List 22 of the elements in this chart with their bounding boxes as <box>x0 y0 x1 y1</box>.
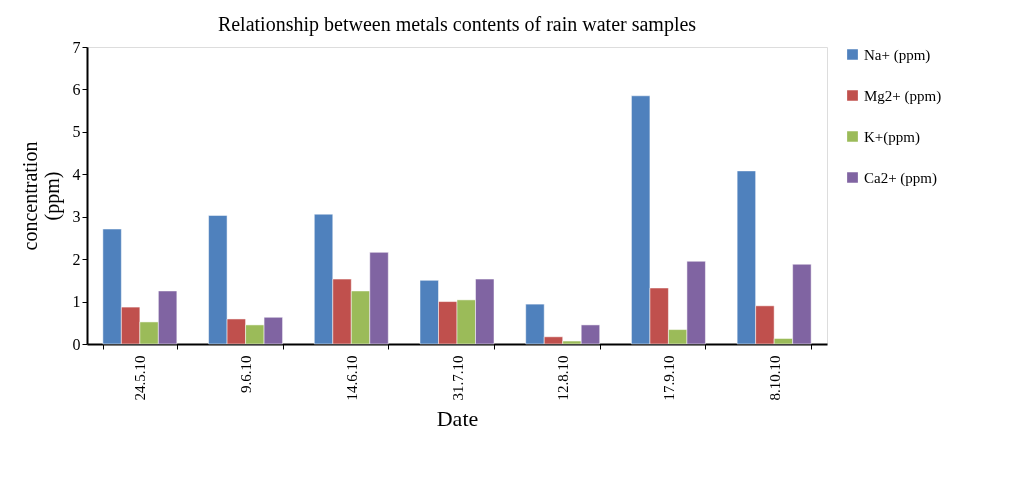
chart-title: Relationship between metals contents of rain water samples <box>217 13 697 36</box>
x-tick-label: 31.7.10 <box>449 355 466 401</box>
legend-label: Na+ (ppm) <box>864 46 931 64</box>
y-tick-label: 0 <box>72 335 81 353</box>
x-tick-label: 24.5.10 <box>132 355 149 401</box>
y-tick-label: 5 <box>72 123 81 141</box>
legend-label: Ca2+ (ppm) <box>864 169 938 187</box>
y-tick-label: 7 <box>72 38 81 56</box>
y-tick-label: 6 <box>72 80 81 98</box>
x-axis-title: Date <box>436 405 479 431</box>
legend-label: Mg2+ (ppm) <box>864 87 942 105</box>
y-axis-title: concentration (ppm) <box>18 141 64 251</box>
legend-label: K+(ppm) <box>864 128 920 146</box>
y-tick-label: 1 <box>72 293 81 311</box>
y-tick-label: 3 <box>72 208 81 226</box>
x-tick-label: 8.10.10 <box>766 355 783 401</box>
x-tick-label: 9.6.10 <box>238 355 255 393</box>
y-tick-label: 4 <box>72 165 81 183</box>
y-tick-label: 2 <box>72 250 81 268</box>
x-tick-label: 17.9.10 <box>660 355 677 401</box>
x-tick-label: 12.8.10 <box>555 355 572 401</box>
x-tick-label: 14.6.10 <box>343 355 360 401</box>
